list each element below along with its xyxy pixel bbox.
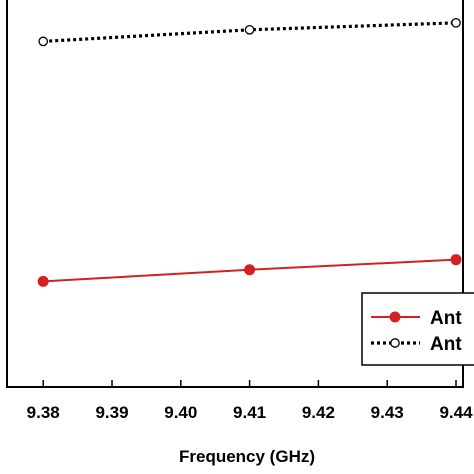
- legend-label-1: Ant: [430, 308, 462, 329]
- legend-box: [361, 292, 474, 366]
- legend: Ant Ant: [361, 292, 474, 366]
- x-tick-label: 9.43: [371, 403, 404, 422]
- series-point-1: [244, 264, 256, 276]
- series-point-1: [37, 275, 49, 287]
- x-axis-ticks: 9.38 9.39 9.40 9.41 9.42 9.43 9.44: [27, 380, 473, 422]
- legend-marker-1: [389, 311, 401, 323]
- series-point-2: [38, 36, 49, 47]
- x-tick-label: 9.40: [164, 403, 197, 422]
- series-layer: [37, 17, 462, 287]
- x-tick-label: 9.41: [233, 403, 266, 422]
- x-tick-label: 9.44: [439, 403, 473, 422]
- series-point-2: [451, 17, 461, 28]
- series-point-2: [244, 24, 255, 35]
- x-tick-label: 9.42: [302, 403, 335, 422]
- x-axis-title: Frequency (GHz): [179, 447, 315, 466]
- x-tick-label: 9.39: [95, 403, 128, 422]
- x-tick-label: 9.38: [27, 403, 60, 422]
- series-point-1: [450, 254, 462, 266]
- legend-marker-2: [390, 338, 400, 348]
- legend-label-2: Ant: [430, 334, 462, 355]
